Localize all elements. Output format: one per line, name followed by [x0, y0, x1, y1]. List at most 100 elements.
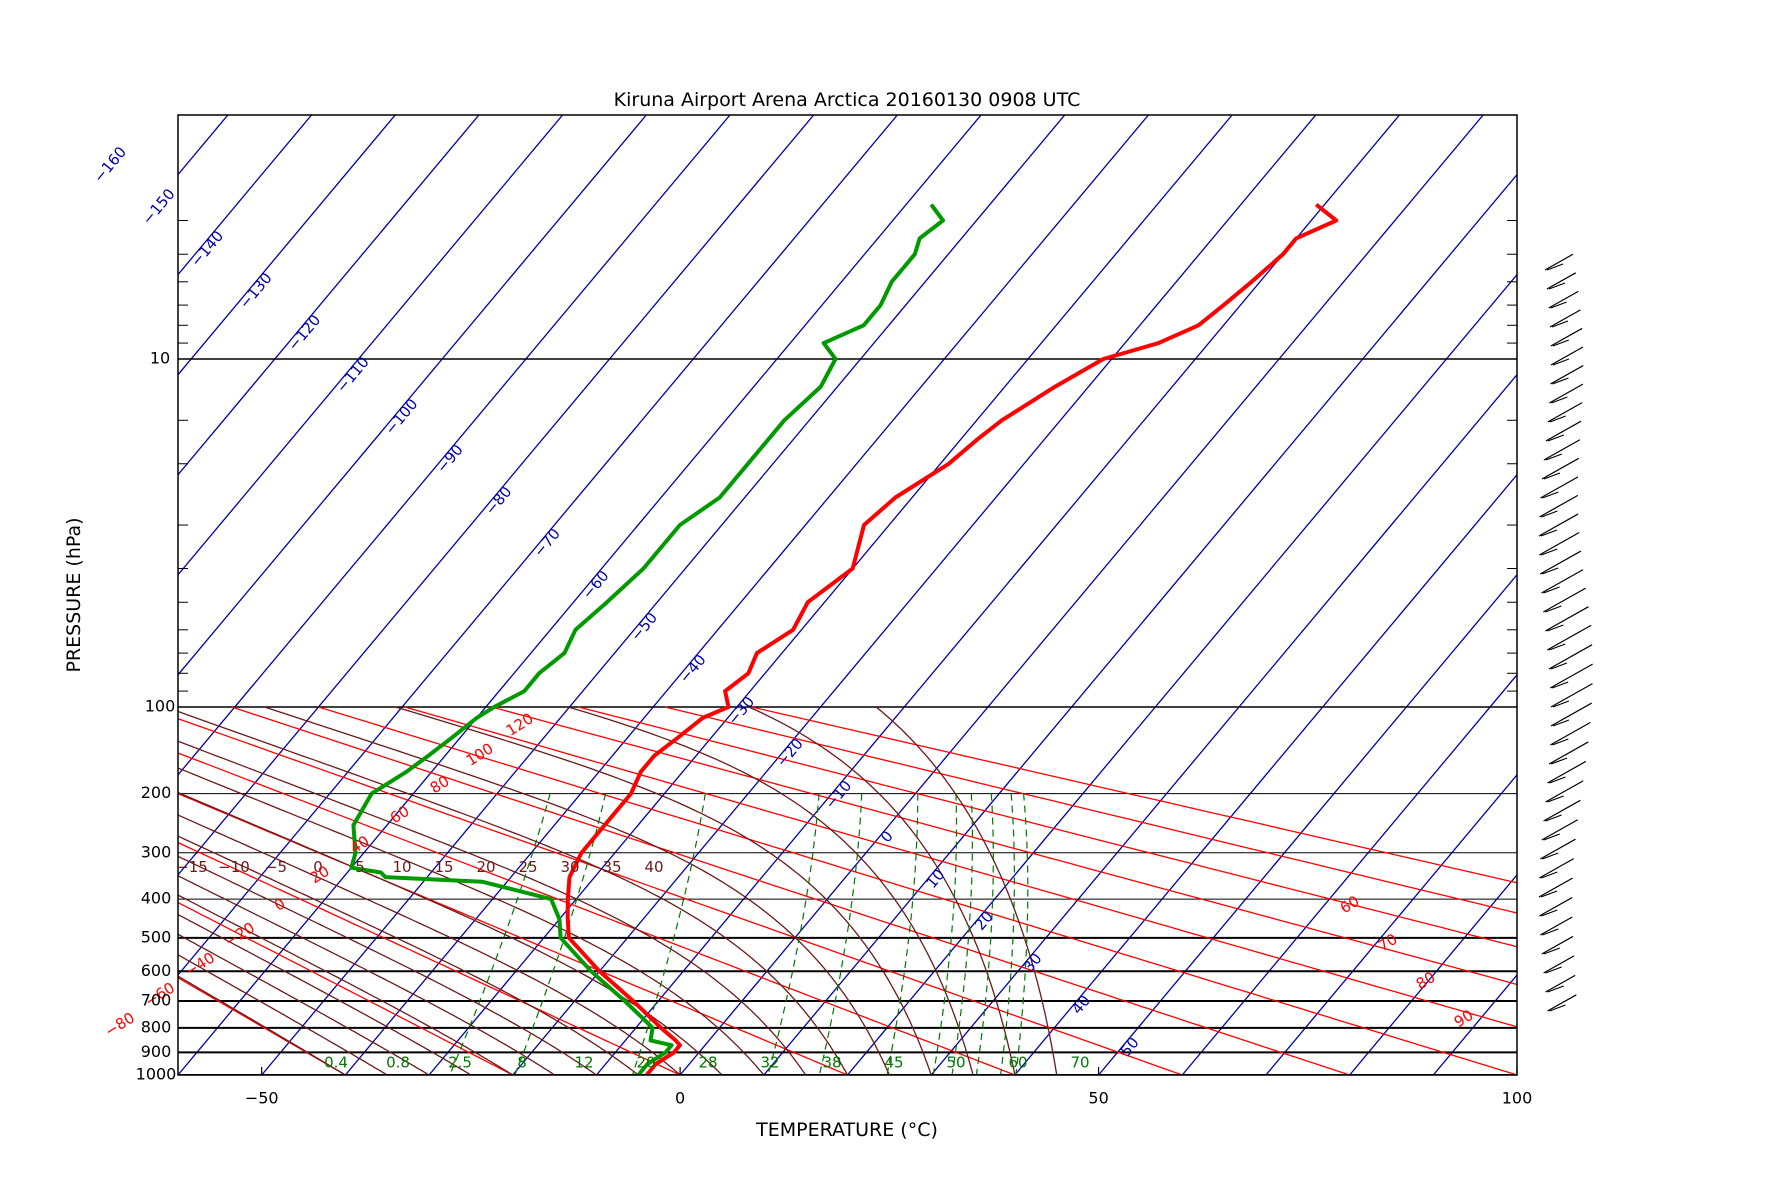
wind-barb-flag: [1547, 795, 1564, 803]
isotherm: [178, 115, 898, 976]
wind-barb: [1538, 877, 1573, 898]
wind-barb-flag: [1551, 681, 1569, 689]
wind-barb-flag: [1541, 510, 1558, 518]
y-tick-label: 600: [141, 961, 172, 980]
isotherm: [679, 115, 1484, 1075]
x-tick-label: 0: [675, 1089, 685, 1108]
saturated-adiabat-label: 10: [392, 858, 411, 876]
wind-barb-flag: [1543, 833, 1560, 841]
mixing-ratio-label: 32: [760, 1054, 779, 1072]
wind-barb: [1548, 741, 1589, 765]
dry-adiabat-label: −80: [102, 1009, 138, 1041]
wind-barb: [1543, 439, 1581, 461]
isotherm: [178, 115, 982, 1075]
wind-barb-flag: [1550, 662, 1568, 670]
mixing-ratio-line: [767, 793, 820, 1075]
wind-barb-flag: [1541, 567, 1559, 575]
background-labels: −160−150−140−130−120−110−100−90−80−70−60…: [90, 143, 1477, 1071]
saturated-adiabat-label: 35: [602, 858, 621, 876]
isotherm-label: −80: [481, 483, 515, 519]
axis-ticks: −50 0 50 1001010020030040050060070080090010…: [136, 220, 1532, 1108]
y-tick-label: 300: [141, 842, 172, 861]
saturated-adiabat: [567, 706, 974, 1075]
wind-barb: [1549, 663, 1593, 689]
wind-barb: [1540, 916, 1573, 936]
mixing-ratio-label: 0.4: [324, 1054, 348, 1072]
isotherm: [178, 115, 564, 576]
isotherm-label: −60: [578, 567, 612, 603]
wind-barb: [1541, 457, 1580, 480]
saturated-adiabat-label: 0: [313, 858, 323, 876]
saturated-adiabat: [395, 706, 932, 1075]
saturated-adiabat: [178, 933, 430, 1075]
dewpoint-line: [349, 203, 945, 1075]
chart-title: Kiruna Airport Arena Arctica 20160130 09…: [614, 89, 1081, 111]
isotherm-label: −70: [530, 525, 564, 561]
wind-barb: [1549, 383, 1584, 404]
wind-barb-flag: [1541, 871, 1558, 879]
wind-barb: [1550, 365, 1584, 385]
wind-barb-flag: [1547, 985, 1564, 993]
dry-adiabat: [178, 792, 848, 1075]
isotherm-label: −150: [138, 185, 178, 228]
wind-barb: [1545, 420, 1582, 442]
dry-adiabat: [751, 706, 1517, 884]
wind-barb-flag: [1543, 472, 1561, 480]
wind-barb: [1541, 819, 1579, 841]
mixing-ratio-label: 38: [822, 1054, 841, 1072]
wind-barb-flag: [1545, 966, 1562, 974]
wind-barb-flag: [1551, 396, 1568, 404]
dry-adiabat: [318, 706, 1517, 1075]
wind-barb: [1545, 974, 1576, 993]
saturated-adiabat: [178, 894, 514, 1075]
wind-barb-flag: [1551, 320, 1569, 328]
wind-barb: [1538, 513, 1579, 537]
wind-barb: [1547, 994, 1577, 1012]
wind-barb-flag: [1549, 643, 1566, 651]
wind-barb-flag: [1541, 548, 1558, 556]
mixing-ratio-label: 60: [1008, 1054, 1027, 1072]
wind-barb: [1541, 935, 1574, 955]
wind-barb-flag: [1542, 491, 1559, 499]
wind-barb: [1539, 494, 1579, 518]
mixing-ratio-label: 50: [946, 1054, 965, 1072]
mixing-ratio-label: 45: [884, 1054, 903, 1072]
isotherm-label: −140: [187, 227, 227, 270]
wind-barb: [1539, 858, 1575, 879]
wind-barb-flag: [1542, 928, 1559, 936]
isotherm-label: −50: [627, 609, 661, 645]
dry-adiabat: [578, 706, 1517, 948]
saturated-adiabat-label: 25: [518, 858, 537, 876]
mixing-ratio-line: [951, 793, 973, 1075]
wind-barb-flag: [1548, 282, 1566, 290]
dry-adiabat-label: 60: [1337, 892, 1363, 917]
wind-barb-flag: [1552, 738, 1569, 746]
saturated-adiabat-label: 30: [560, 858, 579, 876]
saturated-adiabat: [875, 706, 1058, 1075]
saturated-adiabat: [178, 767, 765, 1075]
isotherm: [178, 115, 396, 376]
wind-barb-flag: [1546, 263, 1564, 271]
isotherm-label: 20: [971, 908, 997, 934]
dry-adiabat: [491, 706, 1517, 986]
dry-adiabat: [231, 706, 1350, 1075]
wind-barb: [1539, 838, 1576, 860]
dry-adiabat-label: −20: [222, 919, 258, 951]
dry-adiabat: [178, 901, 514, 1075]
mixing-ratio-label: 12: [574, 1054, 593, 1072]
x-tick-label: −50: [245, 1089, 279, 1108]
mixing-ratio-line: [975, 793, 994, 1075]
wind-barb: [1543, 955, 1575, 974]
isotherm: [512, 115, 1317, 1075]
isotherm: [178, 115, 647, 676]
isotherm-label: −90: [433, 441, 467, 477]
wind-barb: [1550, 327, 1583, 347]
wind-barb-flag: [1540, 529, 1558, 537]
wind-barb-flag: [1547, 434, 1565, 442]
mixing-ratio-line: [932, 793, 958, 1075]
wind-barb: [1550, 346, 1584, 366]
mixing-ratio-label: 70: [1070, 1054, 1089, 1072]
wind-barb-flag: [1547, 624, 1564, 632]
wind-barb: [1544, 253, 1574, 271]
